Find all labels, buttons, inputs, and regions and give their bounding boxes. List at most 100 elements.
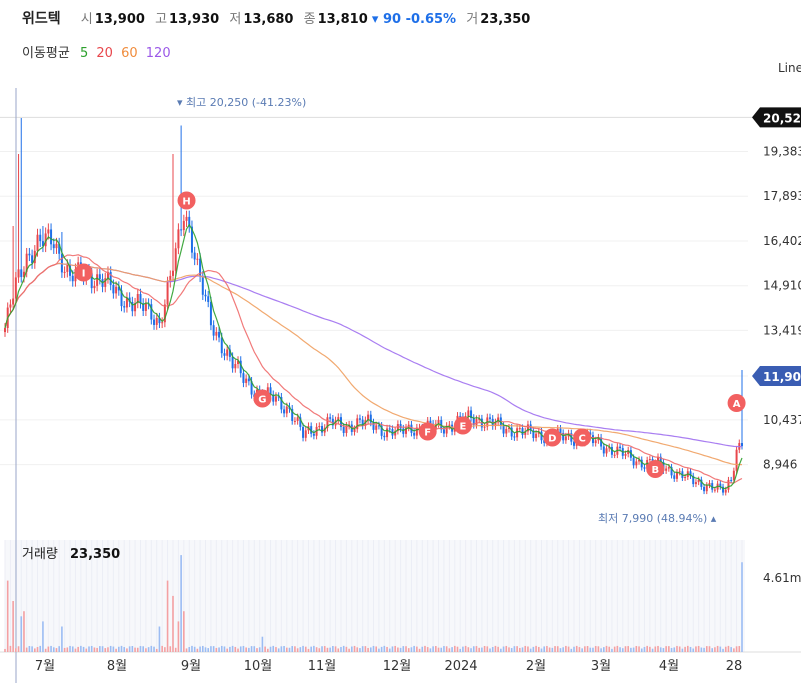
volume-bar: [559, 648, 562, 652]
volume-bar: [687, 645, 689, 652]
candle-body: [310, 426, 313, 434]
volume-bar: [513, 646, 516, 652]
volume-bar: [42, 621, 44, 652]
volume-bar: [619, 647, 621, 652]
low-value: 13,680: [243, 12, 294, 27]
candle-body: [689, 471, 692, 476]
candle-body: [521, 428, 524, 435]
chart-type-toggle[interactable]: Line: [778, 61, 801, 75]
candle-body: [345, 425, 348, 433]
y-axis-tick-label: 8,946: [763, 458, 797, 472]
event-marker-label: B: [651, 465, 659, 476]
volume-bar: [199, 646, 201, 652]
volume-bar: [69, 645, 71, 652]
candle-body: [182, 220, 185, 231]
volume-bar: [313, 645, 315, 652]
candle-body: [478, 418, 481, 420]
volume-bar: [676, 645, 678, 652]
volume-bar: [123, 647, 126, 652]
candle-body: [391, 429, 394, 436]
volume-bar: [372, 645, 375, 652]
volume-bar: [201, 645, 204, 652]
volume-bar: [207, 648, 210, 652]
high-value: 13,930: [169, 12, 220, 27]
candle-body: [90, 273, 93, 289]
current-price-badge: [752, 366, 801, 386]
candle-body: [123, 306, 126, 308]
volume-bar: [527, 646, 529, 652]
volume-bar: [705, 646, 708, 652]
candle-body: [266, 387, 269, 395]
candle-body: [280, 397, 283, 410]
candle-body: [106, 271, 109, 279]
candle-body: [63, 271, 66, 273]
volume-bar: [529, 648, 532, 652]
event-marker-c: [573, 428, 592, 447]
x-axis-tick-label: 10월: [244, 659, 273, 674]
volume-bar: [31, 646, 33, 652]
volume-bar: [153, 646, 155, 652]
price-header: 위드텍 시 13,900 고 13,930 저 13,680 종 13,810 ▾ 90…: [22, 8, 530, 28]
volume-bar: [445, 646, 448, 652]
volume-bar: [375, 646, 378, 652]
volume-bar: [223, 646, 226, 652]
volume-bar: [510, 648, 513, 652]
candle-body: [66, 264, 69, 272]
volume-bar: [724, 646, 727, 652]
candle-body: [242, 373, 245, 383]
volume-bar: [597, 646, 600, 652]
candle-body: [711, 483, 714, 490]
volume-bar: [494, 645, 497, 652]
volume-bar: [364, 646, 367, 652]
volume-bar: [218, 647, 220, 652]
candle-body: [223, 353, 226, 356]
volume-bar: [714, 647, 716, 652]
volume-bar: [174, 647, 177, 652]
volume-bar: [77, 646, 79, 652]
candle-body: [510, 427, 513, 437]
volume-bar: [432, 646, 434, 652]
volume-bar: [551, 647, 554, 652]
volume-value: 23,350: [480, 12, 531, 27]
volume-bar: [82, 646, 85, 652]
candle-body: [128, 297, 131, 302]
candle-body: [632, 457, 635, 466]
candle-body: [516, 428, 519, 438]
candle-body: [356, 418, 359, 430]
ma-60-label: 60: [121, 46, 138, 61]
candle-body: [239, 360, 242, 374]
candle-body: [383, 435, 386, 438]
event-marker-label: I: [82, 269, 86, 280]
max-annotation: ▾ 최고 20,250 (-41.23%): [177, 96, 306, 109]
volume-bar: [413, 645, 415, 652]
candle-body: [71, 275, 74, 282]
candle-body: [169, 275, 172, 283]
event-marker-label: C: [578, 434, 585, 445]
stock-name: 위드텍: [22, 11, 61, 27]
volume-bar: [115, 648, 117, 652]
volume-bar: [516, 646, 518, 652]
volume-bar: [180, 555, 182, 652]
candle-body: [215, 331, 218, 336]
volume-bar: [451, 647, 453, 652]
volume-bar: [546, 645, 548, 652]
volume-bar: [145, 648, 147, 652]
volume-bar: [63, 647, 66, 652]
candle-body: [207, 296, 210, 303]
volume-bar: [80, 645, 82, 652]
max-price-badge: [752, 107, 801, 128]
ma5-line: [4, 223, 743, 490]
volume-bar: [359, 648, 361, 652]
volume-bar: [191, 645, 193, 652]
moving-average-legend[interactable]: 이동평균 5 20 60 120: [22, 42, 177, 61]
candle-body: [684, 476, 687, 478]
volume-bar: [670, 647, 673, 652]
volume-bar: [394, 645, 396, 652]
x-axis-tick-label: 28: [726, 659, 743, 674]
volume-bar: [196, 648, 199, 652]
volume-bar: [613, 646, 616, 652]
candle-body: [475, 419, 478, 425]
volume-bar: [624, 646, 627, 652]
volume-bar: [361, 646, 364, 652]
